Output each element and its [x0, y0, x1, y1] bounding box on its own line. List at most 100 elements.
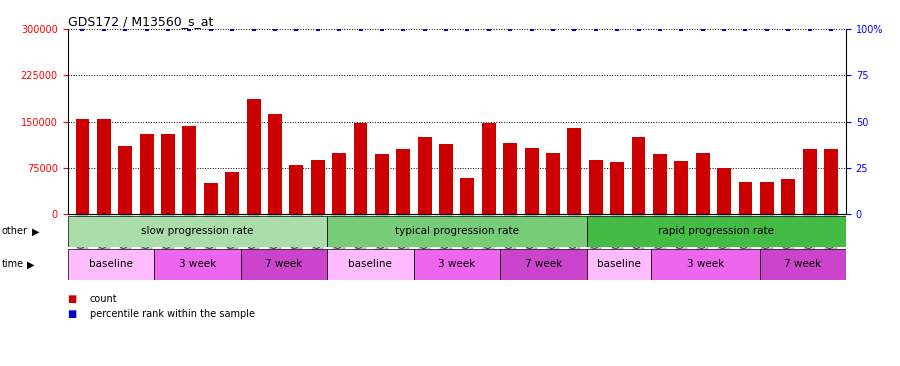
Point [760, 26, 774, 32]
Bar [482, 123, 496, 214]
Bar [225, 172, 239, 214]
Point [738, 26, 752, 32]
Point [247, 26, 261, 32]
Bar [327, 216, 587, 247]
Point [460, 26, 474, 32]
Point [567, 26, 581, 32]
Bar [653, 154, 667, 214]
Point [225, 26, 239, 32]
Text: ▶: ▶ [27, 259, 34, 269]
Point [310, 26, 325, 32]
Point [717, 26, 732, 32]
Text: time: time [2, 259, 24, 269]
Bar [546, 153, 560, 214]
Text: 7 week: 7 week [784, 259, 822, 269]
Bar [68, 249, 154, 280]
Text: 7 week: 7 week [266, 259, 302, 269]
Point [332, 26, 347, 32]
Bar [500, 249, 587, 280]
Point [203, 26, 218, 32]
Bar [587, 216, 846, 247]
Text: ■: ■ [68, 309, 76, 318]
Point [803, 26, 817, 32]
Point [545, 26, 560, 32]
Point [161, 26, 176, 32]
Bar [183, 126, 196, 214]
Bar [439, 145, 453, 214]
Text: percentile rank within the sample: percentile rank within the sample [90, 309, 255, 318]
Point [268, 26, 283, 32]
Bar [161, 134, 175, 214]
Text: count: count [90, 294, 118, 304]
Bar [375, 154, 389, 214]
Text: 3 week: 3 week [687, 259, 725, 269]
Bar [461, 178, 474, 214]
Text: other: other [2, 227, 28, 236]
Bar [413, 249, 500, 280]
Point [482, 26, 496, 32]
Bar [154, 249, 240, 280]
Point [96, 26, 111, 32]
Bar [327, 249, 413, 280]
Bar [332, 153, 347, 214]
Point [182, 26, 196, 32]
Bar [674, 161, 688, 214]
Bar [503, 143, 517, 214]
Bar [587, 249, 652, 280]
Bar [97, 119, 111, 214]
Text: slow progression rate: slow progression rate [141, 227, 254, 236]
Point [610, 26, 625, 32]
Text: 3 week: 3 week [178, 259, 216, 269]
Text: ■: ■ [68, 294, 76, 304]
Text: rapid progression rate: rapid progression rate [658, 227, 774, 236]
Bar [247, 99, 260, 214]
Text: baseline: baseline [89, 259, 132, 269]
Bar [824, 149, 838, 214]
Text: 7 week: 7 week [525, 259, 562, 269]
Text: typical progression rate: typical progression rate [395, 227, 518, 236]
Point [118, 26, 132, 32]
Bar [240, 249, 327, 280]
Bar [203, 183, 218, 214]
Bar [632, 137, 645, 214]
Point [589, 26, 603, 32]
Bar [781, 179, 796, 214]
Bar [589, 160, 603, 214]
Point [674, 26, 688, 32]
Text: ▶: ▶ [32, 227, 40, 236]
Text: baseline: baseline [597, 259, 641, 269]
Bar [354, 123, 367, 214]
Point [503, 26, 517, 32]
Text: baseline: baseline [348, 259, 392, 269]
Point [289, 26, 303, 32]
Point [76, 26, 90, 32]
Bar [268, 114, 282, 214]
Bar [140, 134, 154, 214]
Bar [418, 137, 432, 214]
Bar [396, 149, 410, 214]
Bar [760, 249, 846, 280]
Bar [76, 119, 89, 214]
Bar [803, 149, 816, 214]
Point [418, 26, 432, 32]
Bar [610, 162, 624, 214]
Point [824, 26, 838, 32]
Bar [696, 153, 710, 214]
Bar [652, 249, 760, 280]
Point [140, 26, 154, 32]
Bar [310, 160, 325, 214]
Bar [290, 165, 303, 214]
Point [396, 26, 410, 32]
Bar [760, 182, 774, 214]
Text: 3 week: 3 week [438, 259, 475, 269]
Point [781, 26, 796, 32]
Bar [118, 146, 132, 214]
Bar [567, 128, 581, 214]
Point [439, 26, 454, 32]
Bar [739, 182, 752, 214]
Point [374, 26, 389, 32]
Point [652, 26, 667, 32]
Bar [525, 147, 538, 214]
Point [631, 26, 645, 32]
Bar [717, 168, 731, 214]
